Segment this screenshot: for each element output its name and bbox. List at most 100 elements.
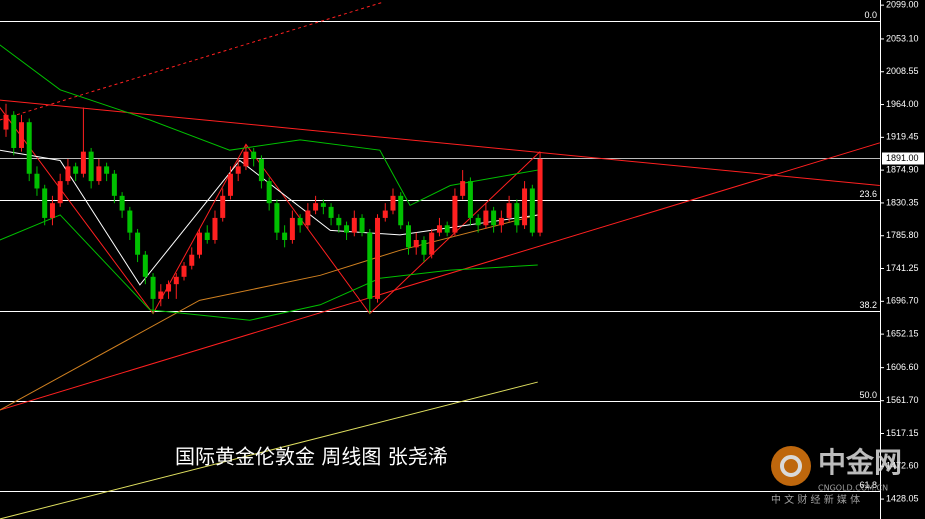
y-tick-label: 1517.15: [886, 428, 919, 438]
candle-body: [220, 195, 226, 218]
candle-body: [436, 225, 442, 233]
candle-body: [26, 122, 32, 174]
caption: 国际黄金伦敦金 周线图 张尧浠: [175, 445, 448, 469]
logo: 中金网 CNGOLD.COM.CN 中 文 财 经 新 媒 体: [771, 446, 902, 506]
overlay-line: [0, 107, 541, 315]
candle-body: [88, 151, 94, 182]
candle-body: [166, 284, 172, 292]
candle-body: [274, 203, 280, 233]
candle-body: [444, 225, 450, 233]
candle-body: [413, 239, 419, 248]
candle-body: [34, 173, 40, 189]
level-label: 50.0: [859, 390, 877, 400]
candle-body: [49, 203, 55, 218]
y-tick-label: 1919.45: [886, 132, 919, 142]
y-tick-label: 1874.90: [886, 165, 919, 175]
logo-icon: [771, 446, 811, 486]
candle-body: [197, 232, 202, 255]
candle-body: [243, 151, 249, 167]
last-price-tag: [882, 152, 924, 165]
candle-body: [491, 210, 497, 226]
level-label: 0.0: [864, 10, 877, 20]
logo-tagline: 中 文 财 经 新 媒 体: [771, 493, 860, 506]
candle-body: [522, 188, 528, 226]
overlay-line: [0, 214, 538, 321]
last-price-label: 1891.00: [886, 153, 919, 163]
y-tick-label: 1696.70: [886, 296, 919, 306]
candle-body: [537, 159, 543, 233]
candle-body: [429, 232, 435, 255]
y-tick-label: 2008.55: [886, 66, 919, 76]
level-label: 38.2: [859, 300, 877, 310]
candle-body: [452, 195, 458, 233]
y-tick-label: 1785.80: [886, 230, 919, 240]
y-tick-label: 1561.70: [886, 395, 919, 405]
candle-body: [150, 276, 156, 299]
candle-body: [42, 188, 48, 218]
level-label: 23.6: [859, 189, 877, 199]
candle-body: [135, 232, 141, 255]
candle-body: [328, 206, 334, 218]
candle-body: [181, 265, 187, 277]
candle-body: [382, 210, 388, 218]
candle-body: [421, 239, 427, 255]
candle-body: [320, 203, 326, 207]
logo-domain: CNGOLD.COM.CN: [818, 484, 888, 493]
candle-body: [111, 173, 117, 196]
y-tick-label: 1472.60: [886, 461, 919, 471]
overlay-line: [0, 1, 384, 121]
logo-swirl: [780, 455, 802, 477]
candle-body: [282, 232, 288, 240]
candle-body: [498, 217, 504, 226]
y-tick-label: 1428.05: [886, 493, 919, 503]
candle-body: [57, 181, 63, 204]
candle-body: [104, 166, 110, 174]
candle-body: [460, 181, 466, 196]
candle-body: [73, 166, 79, 174]
overlay-line: [0, 149, 538, 286]
candle-body: [65, 166, 71, 182]
candle-body: [158, 291, 164, 299]
candle-body: [258, 159, 264, 182]
overlay-line: [0, 44, 538, 207]
overlay-line: [0, 214, 538, 411]
candle-body: [475, 217, 481, 226]
level-label: 61.8: [859, 480, 877, 490]
y-tick-label: 2053.10: [886, 33, 919, 43]
y-tick-label: 1741.25: [886, 263, 919, 273]
candle-body: [266, 181, 272, 204]
candle-body: [506, 203, 512, 218]
overlay-line: [0, 99, 880, 187]
y-tick-label: 1830.35: [886, 197, 919, 207]
candle-body: [127, 210, 133, 233]
candle-body: [305, 210, 311, 226]
candle-body: [173, 276, 179, 285]
candle-body: [344, 225, 350, 233]
candle-body: [227, 173, 233, 196]
candle-body: [212, 217, 218, 240]
candle-body: [297, 217, 303, 226]
candle-body: [514, 203, 520, 226]
candle-body: [483, 210, 489, 226]
candle-body: [398, 195, 404, 226]
candle-body: [80, 151, 86, 174]
candle-body: [11, 114, 17, 148]
overlay-line: [0, 142, 880, 411]
candle-body: [359, 217, 365, 233]
candle-body: [18, 122, 24, 148]
candle-body: [96, 166, 102, 182]
candle-body: [3, 114, 9, 130]
candle-body: [204, 232, 210, 240]
candle-body: [142, 254, 148, 277]
candle-body: [467, 181, 473, 218]
candle-body: [351, 217, 357, 233]
candle-body: [375, 217, 381, 299]
candle-body: [529, 188, 535, 233]
overlay-line: [0, 381, 538, 519]
logo-name: 中金网: [818, 446, 902, 479]
candle-body: [313, 203, 319, 211]
candle-body: [390, 195, 396, 211]
